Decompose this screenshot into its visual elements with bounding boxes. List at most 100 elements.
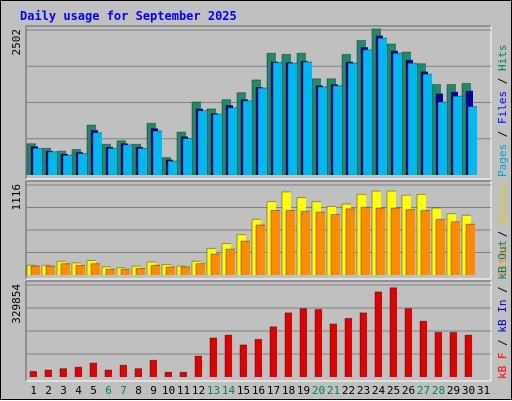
bar-kb-f xyxy=(255,339,262,377)
bar-pages xyxy=(288,63,297,176)
bar-sites xyxy=(286,210,295,275)
bar-pages xyxy=(78,153,87,175)
side-label-part: / xyxy=(496,124,509,144)
bar-sites xyxy=(376,208,385,275)
bar-pages xyxy=(228,107,237,175)
bar-kb-f xyxy=(135,368,142,377)
x-tick-label: 25 xyxy=(387,384,400,397)
x-tick-label: 4 xyxy=(75,384,82,397)
bar-pages xyxy=(138,148,147,175)
bar-sites xyxy=(91,263,100,275)
bar-sites xyxy=(436,219,445,275)
series-pages xyxy=(32,37,477,176)
bar-kb-f xyxy=(120,365,127,377)
bar-kb-f xyxy=(165,372,172,377)
bar-sites xyxy=(181,266,190,275)
x-tick-label: 14 xyxy=(222,384,236,397)
bar-sites xyxy=(361,207,370,275)
panels-group: 2502 Pages / Files / Hits 1116 Sites / Visi… xyxy=(10,25,509,382)
bar-kb-f xyxy=(360,312,367,377)
panel-max-label: 2502 xyxy=(10,29,23,56)
bar-pages xyxy=(63,155,72,175)
x-tick-label: 22 xyxy=(342,384,355,397)
bar-kb-f xyxy=(225,335,232,377)
x-tick-label: 21 xyxy=(327,384,340,397)
x-tick-label: 11 xyxy=(177,384,190,397)
x-tick-label: 8 xyxy=(135,384,142,397)
series-kb-f xyxy=(29,287,472,377)
bar-kb-f xyxy=(435,332,442,377)
x-tick-label: 2 xyxy=(45,384,52,397)
bar-pages xyxy=(33,148,42,175)
series-sites xyxy=(30,206,475,275)
bar-sites xyxy=(331,214,340,275)
bar-pages xyxy=(423,74,432,175)
bar-pages xyxy=(273,62,282,175)
bar-pages xyxy=(303,61,312,176)
bar-sites xyxy=(271,210,280,275)
bar-kb-f xyxy=(30,371,37,377)
bar-sites xyxy=(391,208,400,275)
bar-sites xyxy=(46,266,55,275)
x-tick-label: 20 xyxy=(312,384,325,397)
bar-kb-f xyxy=(105,370,112,377)
x-tick-label: 9 xyxy=(150,384,157,397)
bar-pages xyxy=(468,106,477,175)
bar-kb-f xyxy=(390,287,397,377)
bar-pages xyxy=(48,151,57,175)
bar-kb-f xyxy=(180,372,187,377)
side-label-part: / xyxy=(496,71,509,91)
bar-sites xyxy=(76,265,85,275)
bar-kb-f xyxy=(300,308,307,377)
bar-sites xyxy=(451,221,460,275)
bar-pages xyxy=(378,38,387,175)
bar-sites xyxy=(301,211,310,275)
bar-kb-f xyxy=(240,344,247,377)
x-tick-label: 12 xyxy=(192,384,205,397)
panel-side-label: kB F / kB In / kB Out xyxy=(496,240,509,379)
panel-side-label: Pages / Files / Hits xyxy=(496,45,509,178)
x-tick-label: 5 xyxy=(90,384,97,397)
x-tick-label: 19 xyxy=(297,384,310,397)
bar-pages xyxy=(198,110,207,175)
x-tick-label: 24 xyxy=(372,384,386,397)
x-tick-label: 29 xyxy=(447,384,460,397)
bar-pages xyxy=(123,144,132,175)
bar-sites xyxy=(241,241,250,275)
x-tick-label: 31 xyxy=(477,384,490,397)
panel-2: 1116 Sites / Visits xyxy=(10,180,509,280)
bar-sites xyxy=(466,224,475,275)
bar-pages xyxy=(348,63,357,176)
panel-1: 2502 Pages / Files / Hits xyxy=(10,25,509,180)
bar-pages xyxy=(153,130,162,175)
bar-sites xyxy=(196,263,205,275)
bar-pages xyxy=(363,49,372,175)
bar-kb-f xyxy=(420,321,427,377)
bar-pages xyxy=(93,132,102,175)
bar-pages xyxy=(213,114,222,175)
x-tick-label: 3 xyxy=(60,384,67,397)
x-tick-label: 17 xyxy=(267,384,280,397)
bar-kb-f xyxy=(270,326,277,377)
bar-sites xyxy=(61,263,70,275)
bar-kb-f xyxy=(90,363,97,377)
bar-kb-f xyxy=(375,291,382,377)
bar-kb-f xyxy=(45,370,52,377)
side-label-part: / xyxy=(496,280,509,300)
bar-kb-f xyxy=(345,318,352,377)
x-tick-label: 18 xyxy=(282,384,295,397)
bar-sites xyxy=(166,266,175,275)
x-tick-label: 16 xyxy=(252,384,265,397)
side-label-part: Pages xyxy=(496,144,509,177)
bar-pages xyxy=(393,53,402,175)
x-axis-labels: 1 2 3 4 5 6 7 8 9 10 11 12 13 14 15 16 17 18 19 20 21 22 23 24 2… xyxy=(30,384,490,397)
chart-title: Daily usage for September 2025 xyxy=(20,9,237,23)
bar-sites xyxy=(421,210,430,275)
bar-kb-f xyxy=(450,332,457,377)
bar-pages xyxy=(318,86,327,175)
bar-sites xyxy=(256,225,265,275)
x-tick-label: 30 xyxy=(462,384,475,397)
bar-kb-f xyxy=(150,360,157,377)
